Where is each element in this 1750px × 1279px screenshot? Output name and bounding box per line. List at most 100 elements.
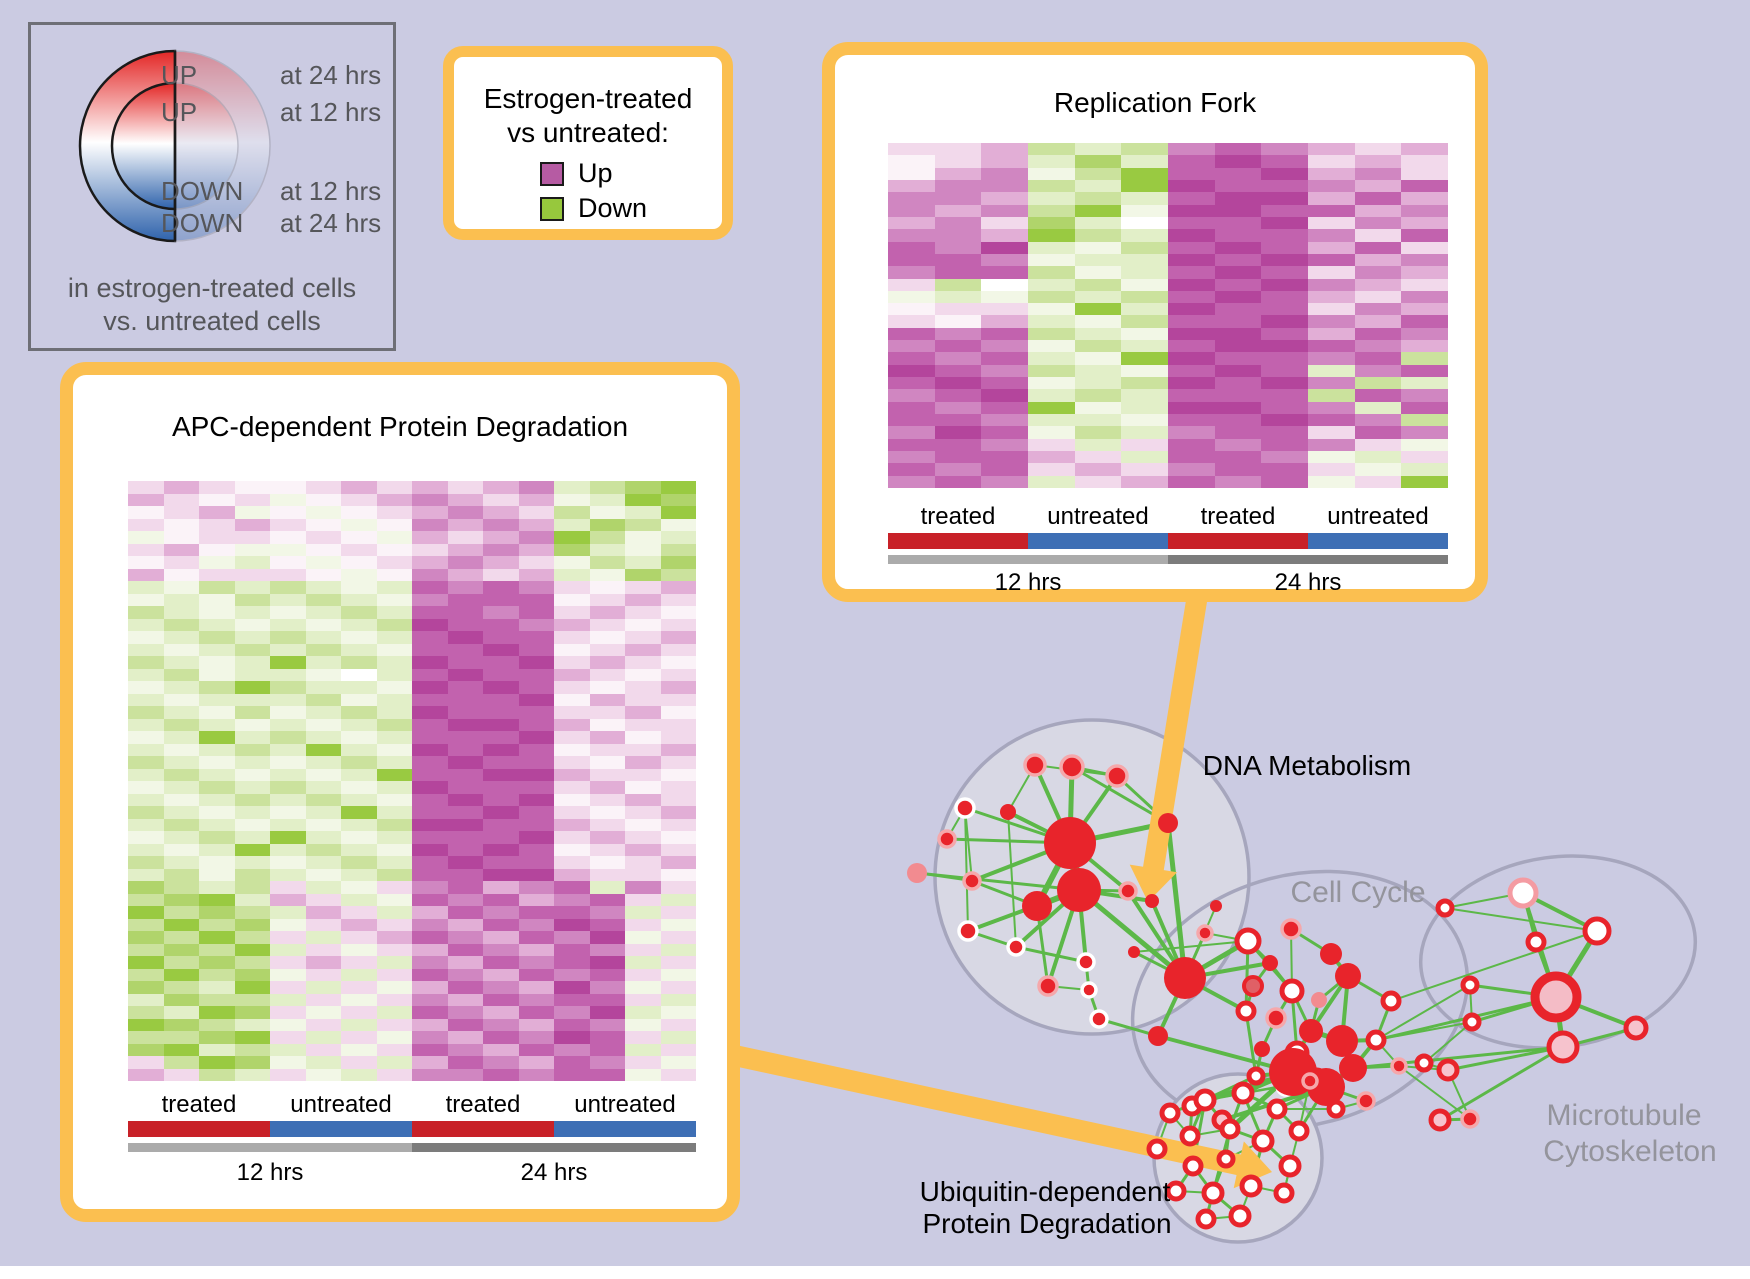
heatmap-cell (305, 693, 341, 706)
heatmap-cell (1214, 327, 1262, 341)
heatmap-cell (270, 568, 306, 581)
heatmap-cell (163, 931, 199, 944)
heatmap-cell (625, 893, 661, 906)
heatmap-cell (163, 618, 199, 631)
up-color-swatch (540, 161, 564, 186)
heatmap-cell (270, 881, 306, 894)
network-node (1089, 1009, 1109, 1029)
heatmap-cell (589, 856, 625, 869)
heatmap-cell (589, 843, 625, 856)
heatmap-cell (934, 364, 982, 378)
heatmap-cell (234, 693, 270, 706)
heatmap-cell (518, 906, 554, 919)
heatmap-cell (1168, 364, 1215, 378)
heatmap-cell (447, 656, 483, 669)
heatmap-cell (376, 568, 412, 581)
heatmap-cell (341, 506, 377, 519)
heatmap-cell (625, 843, 661, 856)
heatmap-cell (1401, 167, 1448, 180)
heatmap-cell (412, 693, 448, 706)
heatmap-cell (412, 943, 448, 956)
heatmap-cell (518, 618, 554, 631)
heatmap-cell (270, 668, 306, 681)
heatmap-cell (199, 581, 235, 594)
heatmap-cell (589, 743, 625, 756)
heatmap-cell (199, 1043, 235, 1056)
heatmap-cell (934, 192, 982, 205)
heatmap-cell (1214, 241, 1262, 254)
heatmap-cell (1261, 463, 1308, 476)
legend-footer-line1: in estrogen-treated cells (67, 273, 357, 303)
heatmap-cell (447, 756, 483, 769)
heatmap-cell (163, 493, 199, 506)
heatmap-cell (554, 818, 590, 831)
heatmap-cell (483, 543, 519, 556)
heatmap-cell (554, 893, 590, 906)
heatmap-cell (518, 543, 554, 556)
heatmap-cell (376, 743, 412, 756)
heatmap-cell (888, 340, 935, 353)
inner-ring-right (174, 82, 239, 210)
heatmap-cell (341, 481, 377, 494)
heatmap-cell (1261, 414, 1308, 427)
heatmap-cell (1261, 315, 1308, 328)
heatmap-cell (163, 1068, 199, 1081)
heatmap-cell (270, 556, 306, 569)
heatmap-cell (888, 352, 935, 365)
heatmap-cell (163, 543, 199, 556)
heatmap-cell (1354, 290, 1402, 304)
heatmap-cell (199, 1006, 235, 1019)
heatmap-cell (447, 593, 483, 606)
heatmap-cell (128, 981, 164, 994)
heatmap-cell (305, 481, 341, 494)
network-node (1076, 952, 1096, 972)
heatmap-cell (412, 931, 448, 944)
heatmap-cell (518, 1006, 554, 1019)
heatmap-cell (1028, 290, 1075, 304)
heatmap-cell (1214, 278, 1262, 291)
heatmap-cell (1354, 364, 1402, 378)
heatmap-cell (625, 1043, 661, 1056)
heatmap-cell (1354, 155, 1402, 168)
heatmap-cell (981, 414, 1028, 427)
heatmap-cell (376, 893, 412, 906)
heatmap-cell (660, 931, 696, 944)
heatmap-cell (1168, 315, 1215, 328)
heatmap-cell (163, 593, 199, 606)
heatmap-cell (1354, 475, 1402, 488)
heatmap-cell (660, 581, 696, 594)
heatmap-cell (625, 1056, 661, 1069)
heatmap-cell (1028, 303, 1075, 316)
heatmap-cell (234, 843, 270, 856)
heatmap-cell (1261, 364, 1308, 378)
heatmap-cell (128, 1018, 164, 1031)
heatmap-cell (234, 781, 270, 794)
heatmap-cell (1308, 155, 1355, 168)
heatmap-cell (128, 856, 164, 869)
heatmap-cell (1028, 143, 1075, 156)
heatmap-cell (447, 731, 483, 744)
heatmap-cell (305, 856, 341, 869)
heatmap-cell (981, 438, 1028, 452)
heatmap-cell (412, 1018, 448, 1031)
heatmap-cell (341, 943, 377, 956)
heatmap-cell (447, 868, 483, 881)
network-label: Ubiquitin-dependent (919, 1176, 1171, 1207)
heatmap-cell (376, 518, 412, 531)
heatmap-cell (341, 718, 377, 731)
network-node (1335, 963, 1361, 989)
heatmap-cell (888, 414, 935, 427)
heatmap-cell (1028, 266, 1075, 279)
heatmap-cell (660, 768, 696, 781)
heatmap-cell (163, 693, 199, 706)
heatmap-cell (163, 943, 199, 956)
heatmap-cell (376, 593, 412, 606)
network-node (1507, 877, 1539, 909)
heatmap-cell (341, 781, 377, 794)
heatmap-cell (341, 1056, 377, 1069)
untreated-bar (554, 1121, 696, 1137)
heatmap-cell (589, 956, 625, 969)
heatmap-cell (341, 831, 377, 844)
heatmap-cell (199, 806, 235, 819)
heatmap-cell (128, 781, 164, 794)
